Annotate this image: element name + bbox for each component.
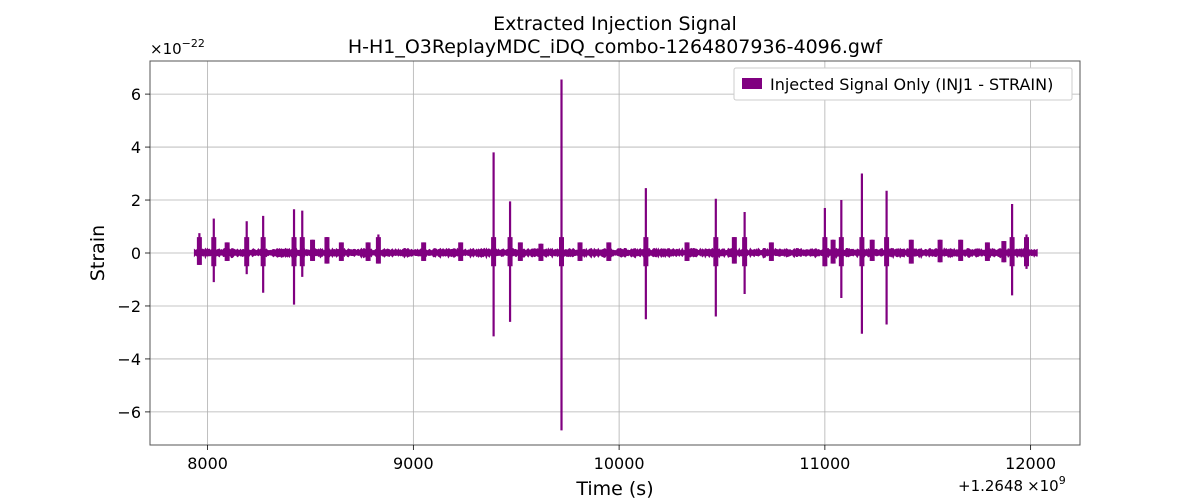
x-axis-label: Time (s) — [575, 478, 653, 500]
signal-spike-burst — [458, 242, 464, 261]
series-0 — [193, 79, 1038, 431]
y-axis-label: Strain — [87, 225, 109, 281]
x-offset-label: +1.2648 ×109 — [958, 474, 1066, 495]
signal-spike-burst — [577, 242, 583, 261]
y-scale-base: ×10 — [150, 40, 182, 58]
x-axis: 8000 9000 10000 11000 12000 — [187, 445, 1056, 473]
x-tick-label: 12000 — [1005, 454, 1056, 473]
legend-swatch — [742, 78, 762, 89]
signal-spike-burst — [713, 237, 719, 267]
signal-spike-burst — [299, 237, 305, 267]
y-tick-label: −2 — [117, 297, 141, 316]
y-scale-exponent: −22 — [182, 37, 205, 50]
signal-spike-burst — [822, 237, 828, 267]
y-tick-label: −4 — [117, 350, 141, 369]
signal-spike-burst — [211, 237, 217, 267]
y-tick-label: 2 — [131, 191, 141, 210]
y-axis: −6 −4 −2 0 2 4 6 — [117, 85, 150, 422]
signal-spike-burst — [244, 237, 250, 267]
signal-spike-burst — [1009, 237, 1015, 267]
signal-spike-burst — [196, 237, 202, 265]
signal-spike-burst — [958, 239, 964, 261]
signal-spike-burst — [224, 242, 230, 261]
signal-spike-burst — [731, 237, 737, 264]
signal-spike-burst — [830, 239, 836, 264]
y-scale-label: ×10−22 — [150, 37, 205, 58]
signal-spike-burst — [324, 237, 330, 264]
x-tick-label: 11000 — [799, 454, 850, 473]
signal-spike-burst — [684, 242, 690, 261]
chart-title: Extracted Injection Signal — [493, 13, 737, 35]
chart-subtitle: H-H1_O3ReplayMDC_iDQ_combo-1264807936-40… — [348, 36, 884, 58]
signal-spike-burst — [884, 237, 890, 267]
signal-spike-burst — [260, 237, 266, 267]
signal-spike-burst — [375, 237, 381, 264]
x-tick-label: 10000 — [594, 454, 645, 473]
signal-spike-burst — [1001, 241, 1007, 263]
series-layer — [193, 79, 1038, 431]
signal-spike-burst — [1024, 237, 1030, 267]
legend-entry: Injected Signal Only (INJ1 - STRAIN) — [770, 75, 1053, 94]
signal-spike-burst — [517, 242, 523, 261]
y-tick-label: 0 — [131, 244, 141, 263]
signal-spike-burst — [908, 239, 914, 264]
signal-spike-burst — [338, 242, 344, 261]
y-tick-label: 4 — [131, 138, 141, 157]
signal-spike-burst — [559, 237, 565, 267]
signal-spike-burst — [606, 242, 612, 261]
signal-spike-burst — [507, 237, 513, 267]
x-tick-label: 9000 — [393, 454, 434, 473]
legend-box — [733, 67, 1073, 101]
signal-spike-burst — [310, 239, 316, 261]
signal-spike-burst — [859, 237, 865, 267]
signal-spike-burst — [491, 237, 497, 267]
signal-spike-burst — [838, 237, 844, 267]
x-offset-times: ×10 — [1027, 477, 1059, 495]
y-tick-label: 6 — [131, 85, 141, 104]
signal-spike-burst — [538, 243, 544, 261]
x-tick-label: 8000 — [187, 454, 228, 473]
signal-spike-burst — [742, 237, 748, 267]
signal-spike-burst — [768, 242, 774, 261]
signal-spike-burst — [643, 237, 649, 267]
signal-spike-burst — [984, 242, 990, 261]
legend: Injected Signal Only (INJ1 - STRAIN) — [733, 67, 1073, 101]
signal-spike-burst — [421, 242, 427, 261]
signal-spike-burst — [365, 242, 371, 261]
y-tick-label: −6 — [117, 403, 141, 422]
signal-spike-burst — [869, 239, 875, 261]
x-offset-exponent: 9 — [1059, 474, 1066, 487]
signal-spike-burst — [937, 239, 943, 263]
x-offset-value: +1.2648 — [958, 477, 1023, 495]
signal-spike-burst — [291, 237, 297, 267]
